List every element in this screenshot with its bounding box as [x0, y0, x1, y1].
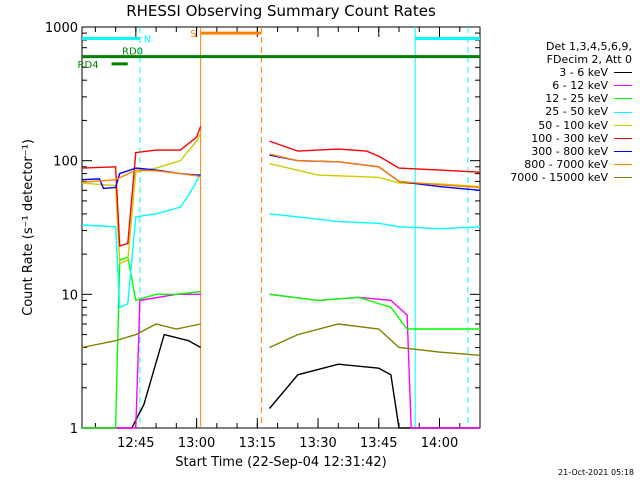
x-tick-label: 13:45 [360, 436, 397, 451]
legend-swatch [614, 111, 632, 113]
legend-label: 7000 - 15000 keV [510, 170, 608, 184]
legend-swatch [614, 98, 632, 100]
legend-swatch [614, 163, 632, 165]
legend-entry: 25 - 50 keV [486, 105, 632, 118]
legend-entry: 300 - 800 keV [486, 145, 632, 158]
series-line-7-seg1 [269, 153, 481, 189]
legend-swatch [614, 137, 632, 139]
legend-swatch [614, 85, 632, 87]
legend-entry: 50 - 100 keV [486, 119, 632, 132]
series-line-8-seg1 [269, 323, 481, 356]
series-line-4-seg0 [81, 133, 202, 265]
legend-swatch [614, 176, 632, 178]
legend-header-line-2: FDecim 2, Att 0 [546, 53, 632, 67]
legend-label: 6 - 12 keV [552, 79, 608, 93]
y-axis-label: Count Rate (s⁻¹ detector⁻¹) [21, 139, 36, 316]
x-tick-label: 12:45 [117, 436, 154, 451]
legend-entry: 100 - 300 keV [486, 132, 632, 145]
annotation-label-rd4: RD4 [78, 60, 99, 71]
y-tick-label: 1000 [45, 21, 78, 36]
footer-timestamp: 21-Oct-2021 05:18 [558, 468, 634, 477]
series-line-2-seg0 [82, 256, 201, 429]
x-tick-label: 13:00 [178, 436, 215, 451]
legend-label: 50 - 100 keV [538, 118, 608, 132]
y-tick-label: 100 [53, 155, 78, 170]
x-tick-label: 13:15 [239, 436, 276, 451]
legend-label: 25 - 50 keV [545, 105, 608, 119]
series-line-5-seg1 [269, 140, 481, 173]
legend-swatch [614, 150, 632, 152]
legend-header-line-1: Det 1,3,4,5,6,9, [545, 40, 632, 53]
legend-entry: 3 - 6 keV [486, 66, 632, 79]
series-line-1-seg1 [269, 293, 480, 429]
legend-entry: 800 - 7000 keV [486, 158, 632, 171]
legend: Det 1,3,4,5,6,9, FDecim 2, Att 0 3 - 6 k… [486, 40, 632, 184]
series-line-3-seg0 [81, 173, 202, 309]
series-line-3-seg1 [269, 213, 481, 230]
legend-entry: 7000 - 15000 keV [486, 171, 632, 184]
legend-label: 800 - 7000 keV [524, 157, 608, 171]
series-line-0-seg0 [82, 333, 201, 429]
series-line-8-seg0 [81, 323, 201, 349]
annotation-label-rd0: RD0 [122, 47, 143, 58]
legend-label: 100 - 300 keV [531, 131, 608, 145]
annotation-label-s: S [190, 29, 196, 40]
legend-label: 12 - 25 keV [545, 92, 608, 106]
legend-label: 3 - 6 keV [559, 66, 608, 80]
series-line-0-seg1 [268, 363, 480, 429]
y-tick-label: 1 [70, 422, 78, 437]
legend-swatch [614, 124, 632, 126]
legend-entry: 12 - 25 keV [486, 92, 632, 105]
series-line-2-seg1 [269, 293, 480, 330]
series-line-1-seg0 [82, 293, 201, 429]
series-line-4-seg1 [269, 162, 481, 188]
x-tick-label: 13:30 [299, 436, 336, 451]
legend-label: 300 - 800 keV [531, 144, 608, 158]
legend-swatch [614, 72, 632, 74]
x-tick-label: 14:00 [421, 436, 458, 451]
series-line-5-seg0 [81, 126, 202, 247]
legend-entry: 6 - 12 keV [486, 79, 632, 92]
y-tick-label: 10 [61, 288, 78, 303]
x-axis-label: Start Time (22-Sep-04 12:31:42) [175, 455, 386, 470]
annotation-label-n: N [144, 35, 151, 46]
series-line-7-seg0 [81, 169, 201, 183]
chart-title: RHESSI Observing Summary Count Rates [126, 2, 436, 20]
